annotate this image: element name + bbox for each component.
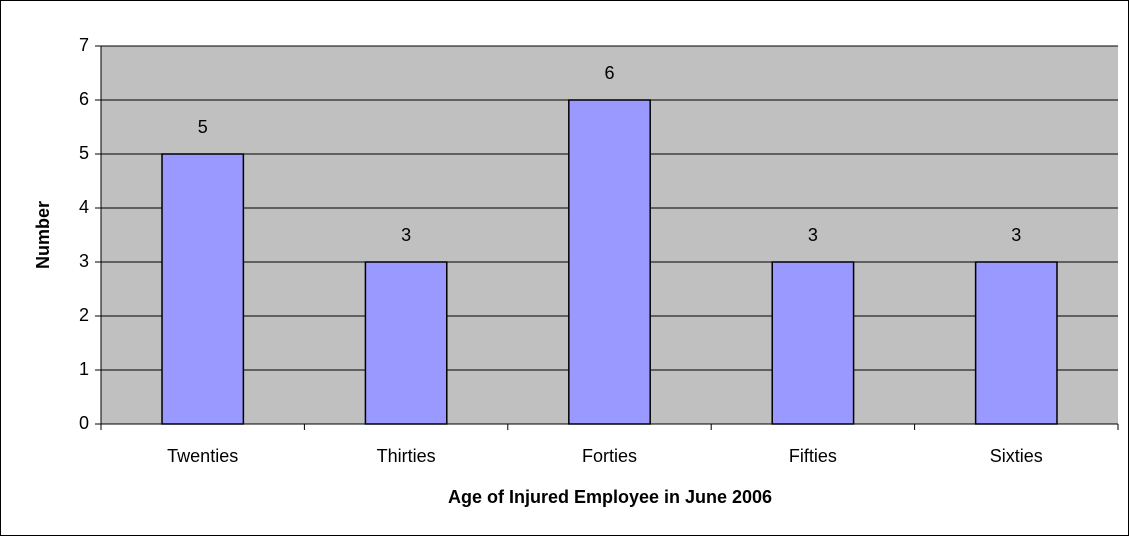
data-label: 3 xyxy=(808,225,818,245)
x-tick-label: Forties xyxy=(582,446,637,466)
data-label: 3 xyxy=(1011,225,1021,245)
y-tick-label: 3 xyxy=(79,251,89,271)
x-tick-label: Sixties xyxy=(990,446,1043,466)
bar xyxy=(161,153,245,425)
data-label: 5 xyxy=(198,117,208,137)
bar xyxy=(568,99,651,425)
bar xyxy=(771,261,855,425)
x-tick-label: Fifties xyxy=(789,446,837,466)
x-tick-label: Thirties xyxy=(377,446,436,466)
bar xyxy=(364,261,448,425)
x-axis-title: Age of Injured Employee in June 2006 xyxy=(448,487,772,507)
x-tick-label: Twenties xyxy=(167,446,238,466)
y-tick-label: 0 xyxy=(79,413,89,433)
data-label: 3 xyxy=(401,225,411,245)
y-tick-label: 1 xyxy=(79,359,89,379)
y-tick-label: 2 xyxy=(79,305,89,325)
y-tick-label: 5 xyxy=(79,143,89,163)
y-tick-label: 6 xyxy=(79,89,89,109)
bar xyxy=(974,261,1058,425)
y-tick-label: 7 xyxy=(79,35,89,55)
y-axis-title: Number xyxy=(33,201,53,269)
y-tick-label: 4 xyxy=(79,197,89,217)
data-label: 6 xyxy=(604,63,614,83)
